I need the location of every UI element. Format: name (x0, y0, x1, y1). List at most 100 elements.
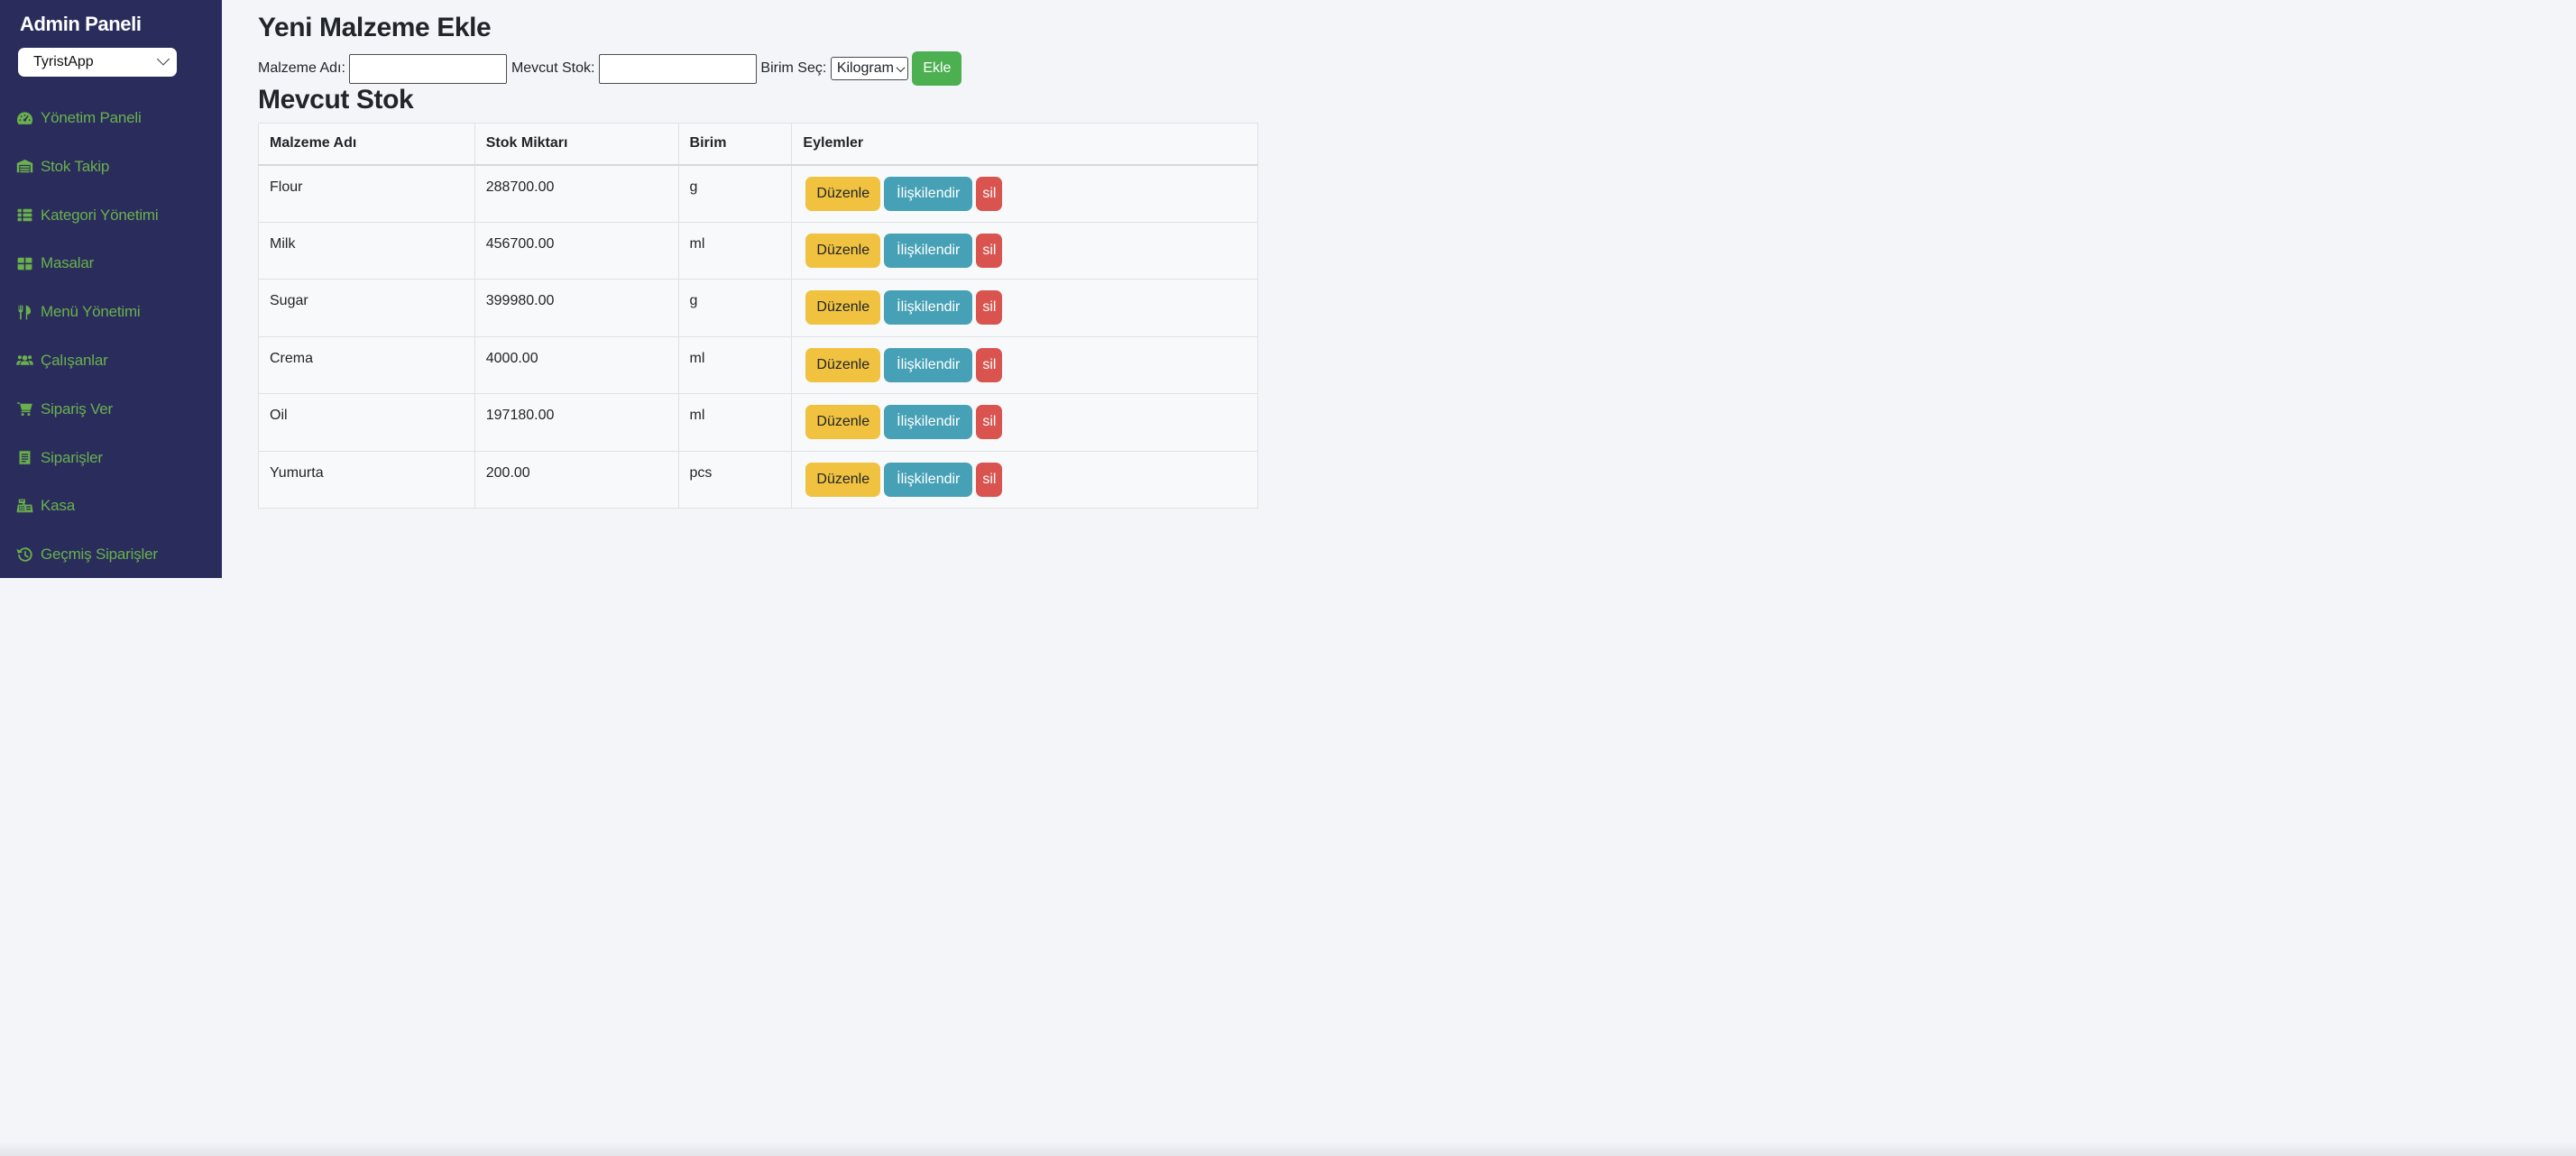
associate-button[interactable]: İlişkilendir (884, 405, 973, 440)
page-title: Yeni Malzeme Ekle (258, 12, 492, 42)
ingredient-name-cell: Yumurta (258, 450, 475, 509)
ingredient-name-cell: Flour (258, 164, 475, 223)
delete-button[interactable]: sil (976, 347, 1003, 382)
sidebar-item-table[interactable]: Masalar (17, 252, 204, 274)
unit-cell: g (677, 279, 793, 337)
associate-button[interactable]: İlişkilendir (884, 462, 973, 497)
stock-input[interactable] (598, 53, 757, 84)
associate-button[interactable]: İlişkilendir (884, 290, 973, 326)
table-row: Crema 4000.00 ml Düzenle İlişkilendir si… (258, 335, 1258, 395)
table-row: Flour 288700.00 g Düzenle İlişkilendir s… (258, 164, 1258, 223)
cash-register-icon (14, 498, 34, 515)
sidebar-item-cart[interactable]: Sipariş Ver (16, 399, 204, 420)
sidebar-item-label: Çalışanlar (41, 351, 108, 369)
unit-cell: ml (677, 221, 793, 280)
stock-amount-cell: 4000.00 (474, 335, 679, 395)
delete-button[interactable]: sil (976, 462, 1003, 497)
sidebar-item-utensils[interactable]: Menü Yönetimi (17, 301, 204, 323)
bottom-shade (0, 1142, 2576, 1156)
warehouse-icon (14, 158, 34, 175)
sidebar-item-label: Masalar (41, 254, 95, 272)
unit-cell: ml (677, 335, 793, 395)
history-icon (14, 546, 34, 564)
stock-amount-cell: 456700.00 (474, 221, 679, 280)
table-row: Oil 197180.00 ml Düzenle İlişkilendir si… (258, 393, 1258, 452)
header-name: Malzeme Adı (258, 123, 475, 166)
sidebar-item-label: Kasa (41, 497, 75, 515)
utensils-icon (14, 304, 34, 321)
stock-section-title: Mevcut Stok (258, 85, 414, 115)
stock-label: Mevcut Stok: (511, 60, 595, 77)
sidebar-item-receipt[interactable]: Siparişler (18, 447, 204, 469)
edit-button[interactable]: Düzenle (805, 233, 881, 268)
actions-cell: Düzenle İlişkilendir sil (791, 221, 1258, 280)
add-ingredient-form: Malzeme Adı: Mevcut Stok: Birim Seç: Kil… (258, 51, 1258, 87)
edit-button[interactable]: Düzenle (805, 347, 881, 382)
gauge-icon (14, 110, 34, 127)
sidebar-item-label: Geçmiş Siparişler (41, 546, 158, 564)
ingredient-name-cell: Milk (258, 221, 475, 280)
edit-button[interactable]: Düzenle (805, 462, 881, 497)
receipt-icon (14, 449, 34, 466)
edit-button[interactable]: Düzenle (805, 290, 881, 326)
stock-amount-cell: 200.00 (474, 450, 679, 509)
main-content: Yeni Malzeme Ekle Malzeme Adı: Mevcut St… (222, 0, 1288, 578)
associate-button[interactable]: İlişkilendir (884, 233, 973, 268)
edit-button[interactable]: Düzenle (805, 405, 881, 440)
unit-select[interactable]: Kilogram (830, 57, 908, 81)
app-select[interactable]: TyristApp (18, 48, 177, 77)
delete-button[interactable]: sil (976, 176, 1003, 211)
sidebar-item-cash-register[interactable]: Kasa (16, 495, 204, 517)
stock-amount-cell: 399980.00 (474, 279, 679, 337)
header-qty: Stok Miktarı (474, 123, 679, 166)
stock-amount-cell: 288700.00 (474, 164, 679, 223)
actions-cell: Düzenle İlişkilendir sil (791, 450, 1258, 509)
table-icon (14, 255, 34, 272)
actions-cell: Düzenle İlişkilendir sil (791, 164, 1258, 223)
ingredient-name-cell: Crema (258, 335, 475, 395)
edit-button[interactable]: Düzenle (805, 176, 881, 211)
sidebar-item-label: Yönetim Paneli (41, 109, 142, 126)
sidebar-item-warehouse[interactable]: Stok Takip (16, 156, 204, 178)
delete-button[interactable]: sil (976, 290, 1003, 326)
table-row: Sugar 399980.00 g Düzenle İlişkilendir s… (258, 279, 1258, 337)
unit-cell: pcs (677, 450, 793, 509)
sidebar-item-label: Siparişler (41, 448, 103, 466)
unit-cell: ml (677, 393, 793, 452)
actions-cell: Düzenle İlişkilendir sil (791, 335, 1258, 395)
sidebar-item-gauge[interactable]: Yönetim Paneli (16, 107, 204, 129)
sidebar-title: Admin Paneli (20, 13, 142, 35)
unit-label: Birim Seç: (760, 60, 827, 77)
table-row: Milk 456700.00 ml Düzenle İlişkilendir s… (258, 221, 1258, 280)
sidebar: Admin Paneli TyristApp Yönetim Paneli St… (0, 0, 222, 578)
table-header-row: Malzeme Adı Stok Miktarı Birim Eylemler (258, 123, 1258, 166)
delete-button[interactable]: sil (976, 233, 1003, 268)
sidebar-item-users[interactable]: Çalışanlar (15, 350, 204, 372)
users-icon (14, 352, 34, 369)
header-actions: Eylemler (791, 123, 1258, 166)
associate-button[interactable]: İlişkilendir (884, 347, 973, 382)
sidebar-item-list[interactable]: Kategori Yönetimi (17, 205, 204, 226)
associate-button[interactable]: İlişkilendir (884, 176, 973, 211)
sidebar-item-label: Sipariş Ver (41, 399, 114, 417)
app-select-value: TyristApp (33, 54, 94, 69)
chevron-down-icon (896, 62, 906, 72)
add-button[interactable]: Ekle (912, 51, 962, 87)
actions-cell: Düzenle İlişkilendir sil (791, 393, 1258, 452)
sidebar-item-label: Menü Yönetimi (41, 303, 141, 321)
cart-icon (14, 400, 34, 417)
sidebar-item-label: Kategori Yönetimi (41, 206, 159, 224)
name-label: Malzeme Adı: (258, 60, 345, 77)
stock-amount-cell: 197180.00 (474, 393, 679, 452)
name-input[interactable] (349, 53, 508, 84)
sidebar-item-label: Stok Takip (41, 157, 110, 175)
delete-button[interactable]: sil (976, 405, 1003, 440)
header-unit: Birim (677, 123, 793, 166)
sidebar-item-history[interactable]: Geçmiş Siparişler (15, 544, 204, 565)
actions-cell: Düzenle İlişkilendir sil (791, 279, 1258, 337)
unit-cell: g (677, 164, 793, 223)
ingredient-name-cell: Sugar (258, 279, 475, 337)
stock-table: Malzeme Adı Stok Miktarı Birim Eylemler … (258, 123, 1258, 509)
unit-select-value: Kilogram (836, 60, 894, 77)
ingredient-name-cell: Oil (258, 393, 475, 452)
